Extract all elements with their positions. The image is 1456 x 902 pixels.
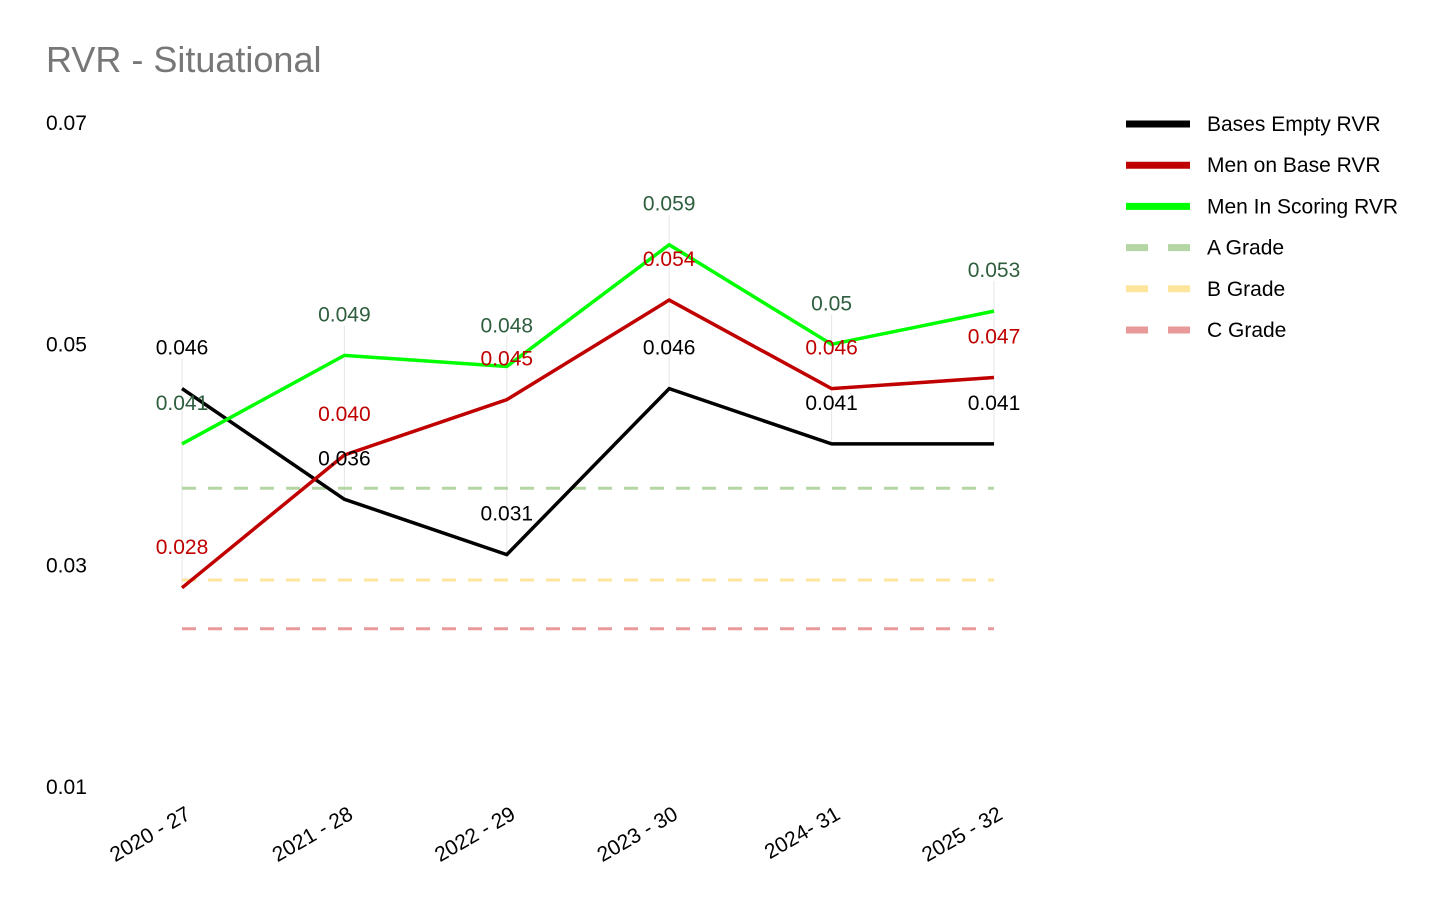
- data-label: 0.045: [481, 348, 534, 371]
- x-tick-label: 2022 - 29: [431, 802, 519, 866]
- series-line: [181, 386, 994, 557]
- data-label: 0.028: [156, 536, 209, 559]
- chart-title: RVR - Situational: [46, 39, 321, 80]
- legend-label: B Grade: [1207, 278, 1285, 301]
- legend-label: C Grade: [1207, 319, 1286, 342]
- data-labels: 0.046 0.036 0.031 0.046 0.041 0.041 0.028 0.040…: [156, 193, 1021, 559]
- data-label: 0.046: [156, 337, 209, 360]
- data-label: 0.041: [968, 392, 1021, 415]
- reference-lines: [182, 486, 994, 631]
- data-label: 0.041: [805, 392, 858, 415]
- data-label: 0.046: [643, 337, 696, 360]
- data-label: 0.040: [318, 403, 371, 426]
- legend-label: A Grade: [1207, 237, 1284, 260]
- data-label: 0.046: [805, 337, 858, 360]
- y-tick-label: 0.07: [46, 112, 87, 135]
- series-lines: [180, 242, 995, 590]
- x-tick-label: 2021 - 28: [269, 802, 357, 866]
- x-tick-label: 2025 - 32: [918, 802, 1006, 866]
- data-label: 0.053: [968, 259, 1021, 282]
- data-label: 0.041: [156, 392, 209, 415]
- x-tick-label: 2023 - 30: [593, 802, 681, 866]
- legend-label: Men on Base RVR: [1207, 154, 1381, 177]
- y-tick-label: 0.03: [46, 555, 87, 578]
- x-tick-label: 2020 - 27: [106, 802, 194, 866]
- legend-label: Bases Empty RVR: [1207, 113, 1381, 136]
- series-line: [180, 298, 995, 590]
- data-label: 0.05: [811, 292, 852, 315]
- data-label: 0.054: [643, 248, 696, 271]
- data-label: 0.049: [318, 303, 371, 326]
- x-tick-label: 2024- 31: [761, 802, 844, 863]
- series-line: [181, 242, 995, 446]
- y-tick-label: 0.05: [46, 333, 87, 356]
- data-label: 0.047: [968, 326, 1021, 349]
- data-label: 0.031: [481, 503, 534, 526]
- data-label: 0.059: [643, 193, 696, 216]
- y-axis: 0.07 0.05 0.03 0.01: [46, 112, 87, 799]
- data-label: 0.048: [481, 314, 534, 337]
- legend: Bases Empty RVR Men on Base RVR Men In Sco…: [1126, 113, 1398, 342]
- y-tick-label: 0.01: [46, 776, 87, 799]
- x-axis: 2020 - 27 2021 - 28 2022 - 29 2023 - 30 2024…: [106, 802, 1006, 866]
- drop-lines: [181, 214, 995, 588]
- legend-label: Men In Scoring RVR: [1207, 195, 1398, 218]
- data-label: 0.036: [318, 447, 371, 470]
